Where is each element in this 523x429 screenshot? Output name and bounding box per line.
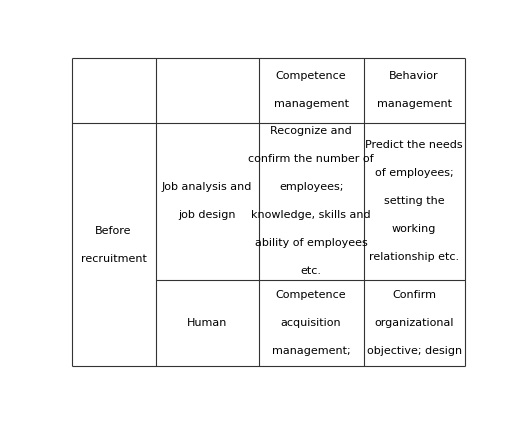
Text: Competence

acquisition

management;: Competence acquisition management; <box>272 290 350 356</box>
Text: Competence

management: Competence management <box>274 72 349 109</box>
Text: Job analysis and

job design: Job analysis and job design <box>162 182 252 221</box>
Text: Behavior

management: Behavior management <box>377 72 452 109</box>
Text: Confirm

organizational

objective; design: Confirm organizational objective; design <box>367 290 462 356</box>
Text: Predict the needs

of employees;

setting the

working

relationship etc.: Predict the needs of employees; setting … <box>366 140 463 263</box>
Text: Recognize and

confirm the number of

employees;

knowledge, skills and

ability: Recognize and confirm the number of empl… <box>248 127 374 276</box>
Text: Before

recruitment: Before recruitment <box>81 226 146 264</box>
Text: Human: Human <box>187 318 227 328</box>
